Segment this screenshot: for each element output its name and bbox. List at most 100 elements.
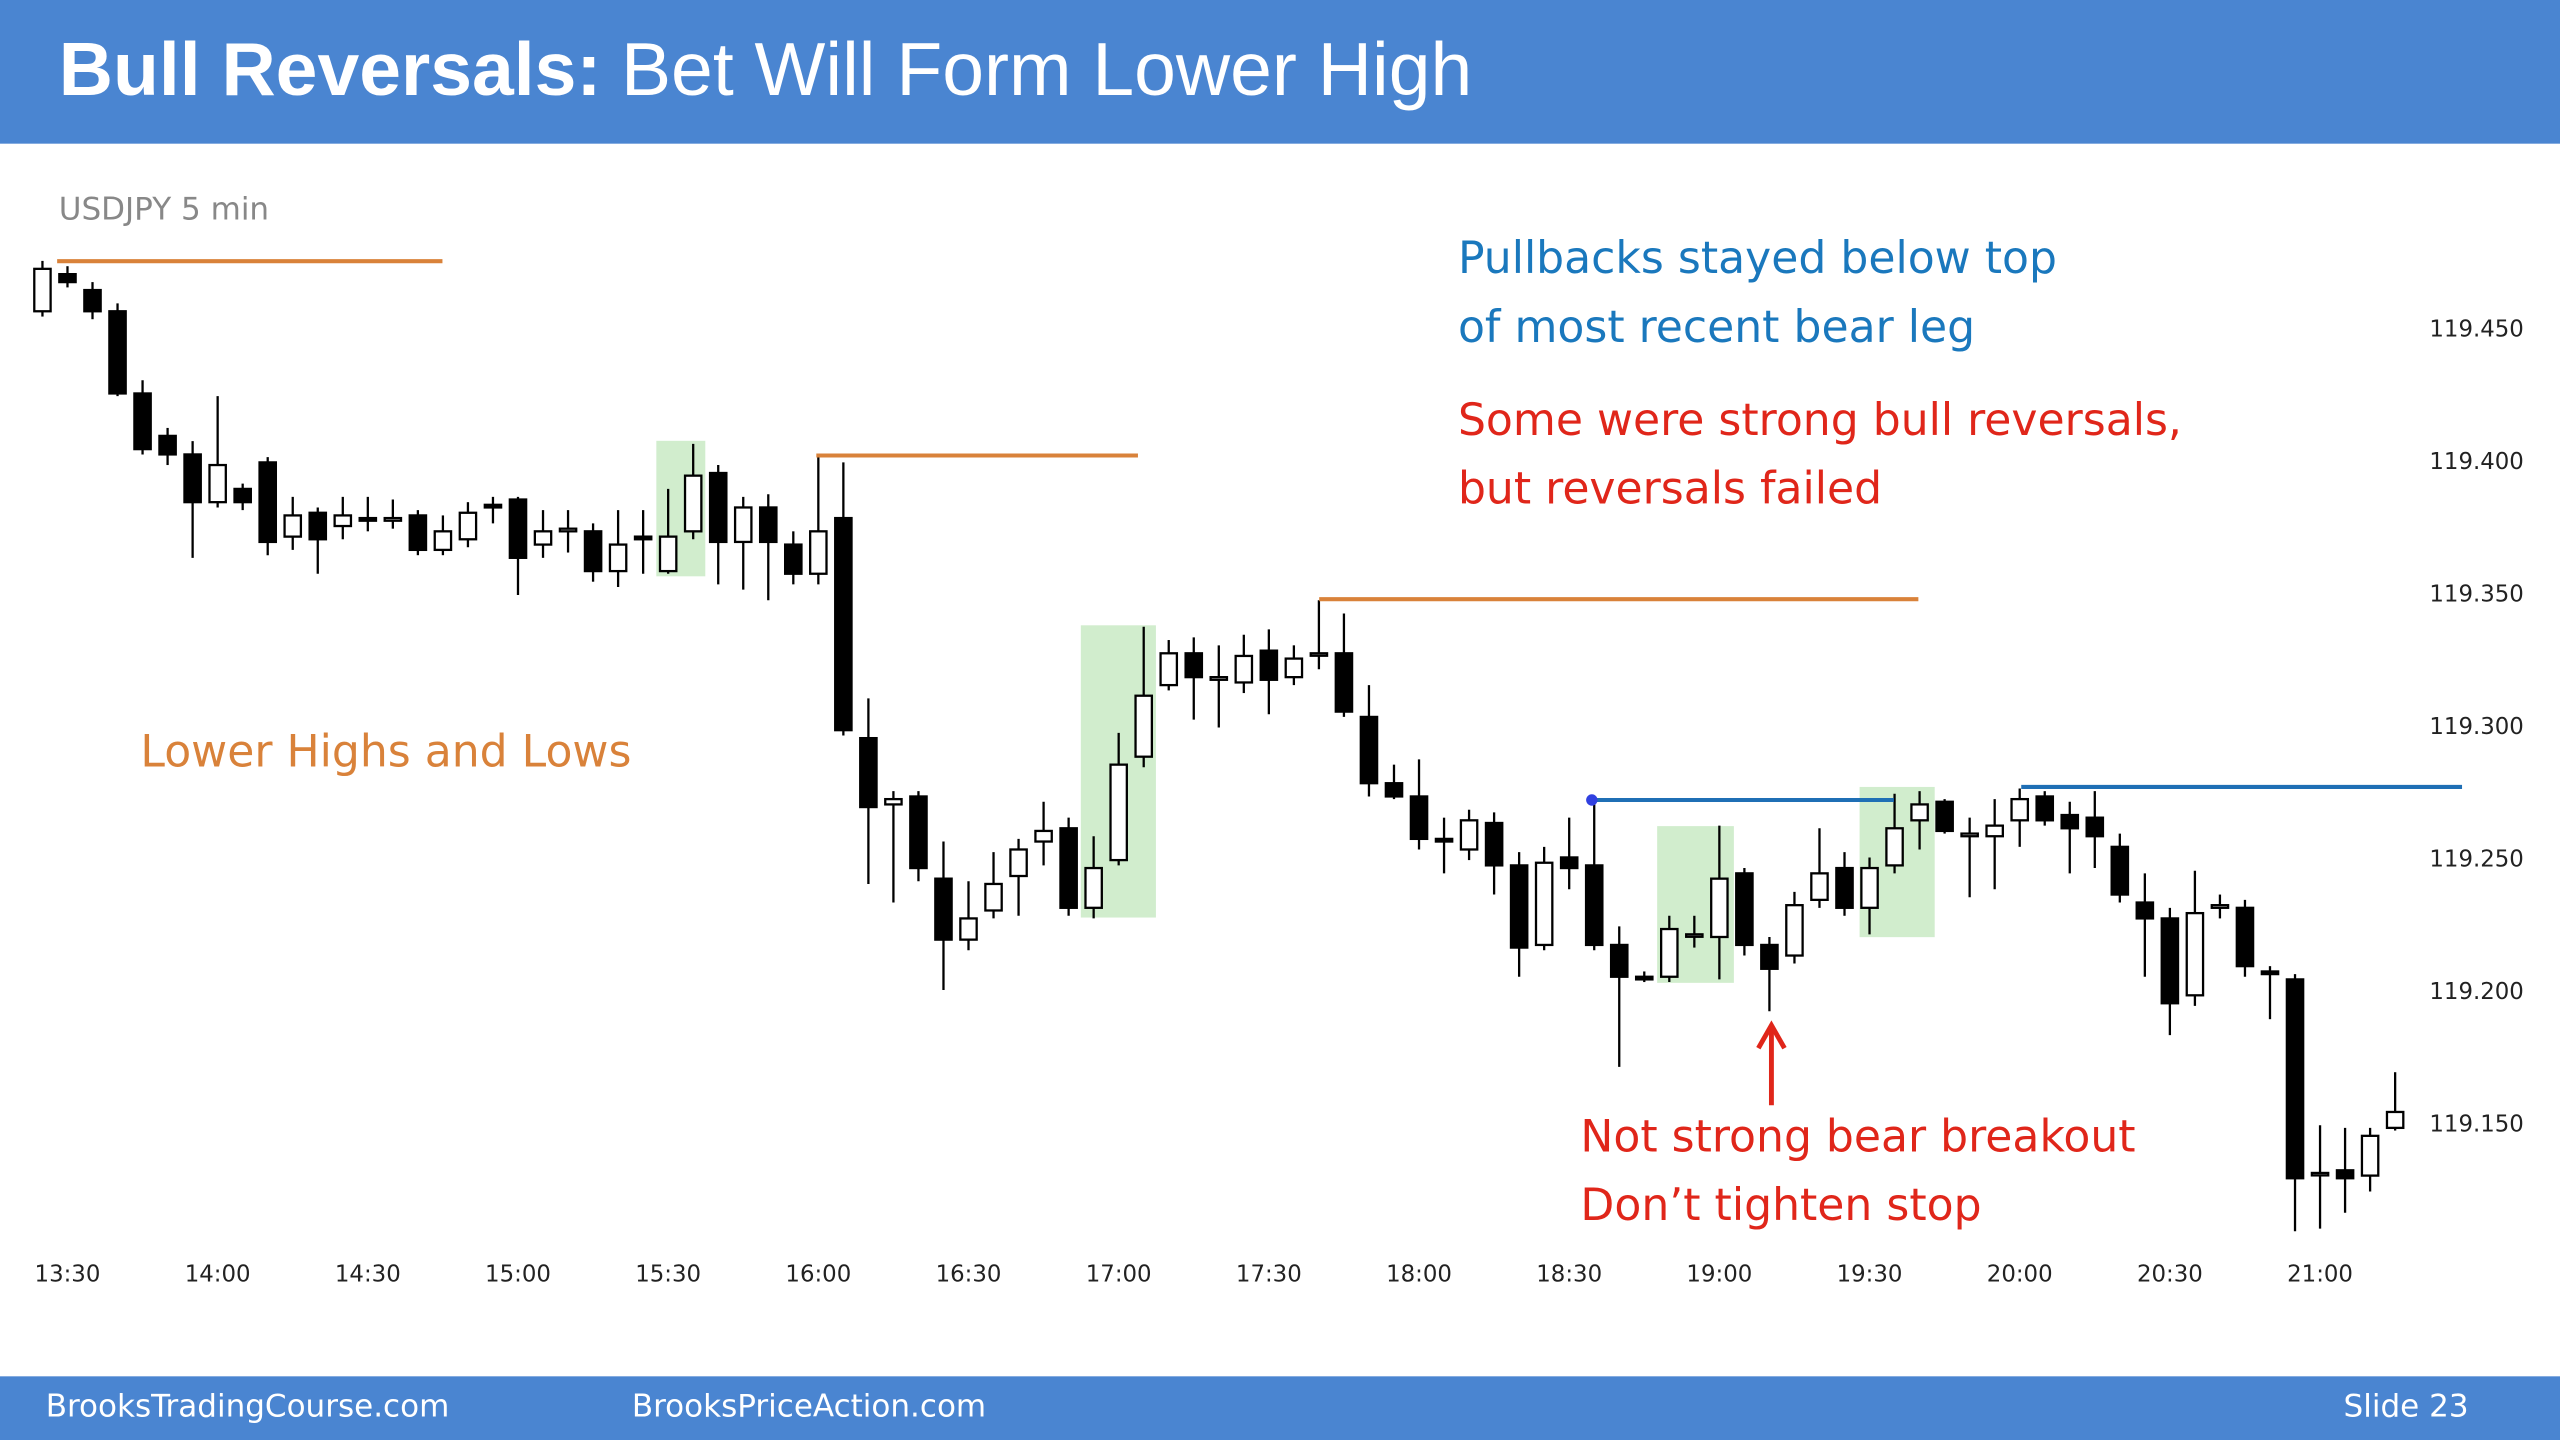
candle-body — [458, 511, 478, 541]
candle-body — [1935, 800, 1954, 833]
y-tick-label: 119.250 — [2429, 847, 2523, 873]
x-tick-label: 21:00 — [2287, 1262, 2353, 1288]
candle-body — [1760, 943, 1779, 970]
candle-body — [1710, 877, 1729, 939]
candle-body — [1234, 654, 1254, 684]
candle-body — [1209, 676, 1229, 681]
candle-body — [1559, 856, 1579, 870]
candle-body — [33, 267, 52, 313]
slide-title: Bull Reversals: Bet Will Form Lower High — [59, 27, 1472, 111]
x-tick-label: 15:30 — [635, 1262, 701, 1288]
candle-body — [1534, 861, 1554, 947]
candle-body — [1609, 943, 1629, 978]
x-tick-label: 19:00 — [1686, 1262, 1752, 1288]
candle-body — [1159, 652, 1179, 687]
footer: BrooksTradingCourse.com BrooksPriceActio… — [46, 1388, 2469, 1424]
candle-body — [1484, 821, 1504, 867]
y-tick-label: 119.400 — [2429, 449, 2523, 475]
annotation: Lower Highs and Lows — [140, 726, 631, 777]
candle-body — [2260, 970, 2280, 976]
candle-body — [608, 543, 628, 573]
candle-body — [1509, 864, 1529, 949]
candle-body — [108, 310, 127, 395]
candle-body — [934, 877, 953, 941]
x-tick-label: 13:30 — [35, 1262, 101, 1288]
annotation: of most recent bear leg — [1458, 302, 1975, 353]
candle-body — [2360, 1134, 2380, 1177]
candle-body — [984, 882, 1003, 912]
title-bold: Bull Reversals: — [59, 27, 602, 111]
candle-body — [1334, 652, 1354, 713]
candle-body — [1259, 649, 1279, 681]
candle-body — [1409, 795, 1429, 841]
candle-body — [1785, 904, 1804, 957]
candle-body — [1359, 715, 1379, 785]
x-tick-label: 16:00 — [785, 1262, 851, 1288]
candle-body — [1309, 652, 1329, 657]
candle-body — [183, 453, 202, 504]
x-tick-label: 16:30 — [936, 1262, 1002, 1288]
annotation: Don’t tighten stop — [1580, 1180, 1981, 1231]
candle-body — [733, 506, 753, 544]
candle-body — [1059, 827, 1078, 909]
y-tick-label: 119.350 — [2429, 581, 2523, 607]
candle-body — [2310, 1171, 2330, 1177]
candle-body — [758, 506, 778, 544]
candle-body — [2160, 917, 2180, 1005]
candle-body — [2185, 911, 2205, 997]
annotation: Pullbacks stayed below top — [1458, 233, 2057, 284]
candle-body — [383, 516, 403, 522]
candle-body — [2335, 1169, 2355, 1180]
candle-body — [158, 434, 177, 456]
x-tick-label: 17:30 — [1236, 1262, 1302, 1288]
candle-body — [1960, 832, 1979, 838]
candle-body — [683, 474, 703, 533]
candle-body — [884, 797, 903, 806]
x-tick-label: 20:00 — [1987, 1262, 2053, 1288]
candle-body — [2060, 813, 2080, 830]
x-tick-label: 18:30 — [1536, 1262, 1602, 1288]
candle-body — [1835, 866, 1854, 909]
candle-body — [2235, 906, 2255, 968]
footer-right: Slide 23 — [2344, 1388, 2469, 1424]
candle-body — [133, 392, 152, 451]
arrow — [1756, 1020, 1787, 1106]
candle-body — [1434, 837, 1454, 843]
annotation: Some were strong bull reversals, — [1458, 395, 2182, 446]
y-tick-label: 119.300 — [2429, 714, 2523, 740]
x-tick-label: 14:00 — [185, 1262, 251, 1288]
candle-body — [834, 516, 853, 732]
candle-body — [1184, 652, 1204, 679]
candle-body — [533, 530, 553, 546]
y-tick-label: 119.450 — [2429, 316, 2523, 342]
candle-body — [558, 527, 578, 533]
candle-body — [2385, 1110, 2405, 1130]
candle-body — [433, 530, 453, 552]
candle-body — [708, 471, 728, 544]
x-tick-label: 17:00 — [1086, 1262, 1152, 1288]
x-tick-label: 19:30 — [1837, 1262, 1903, 1288]
candle-body — [1584, 864, 1604, 947]
candle-body — [1084, 866, 1103, 909]
candle-body — [83, 288, 102, 313]
candle-body — [809, 530, 828, 575]
candle-body — [283, 514, 303, 538]
candle-body — [308, 511, 328, 541]
candle-body — [1284, 657, 1304, 679]
candle-body — [2135, 901, 2155, 920]
candle-body — [2110, 845, 2130, 896]
candle-body — [2010, 797, 2030, 822]
candle-body — [859, 736, 878, 809]
candle-body — [783, 543, 803, 575]
candle-body — [508, 498, 528, 559]
candle-body — [1459, 819, 1479, 851]
candle-body — [1885, 827, 1904, 867]
candle-body — [483, 503, 503, 509]
candle-body — [1685, 933, 1704, 938]
candle-body — [358, 516, 378, 522]
footer-bar — [0, 1376, 2560, 1440]
point-marker — [1586, 794, 1598, 806]
candle-body — [1810, 872, 1829, 902]
x-tick-label: 18:00 — [1386, 1262, 1452, 1288]
